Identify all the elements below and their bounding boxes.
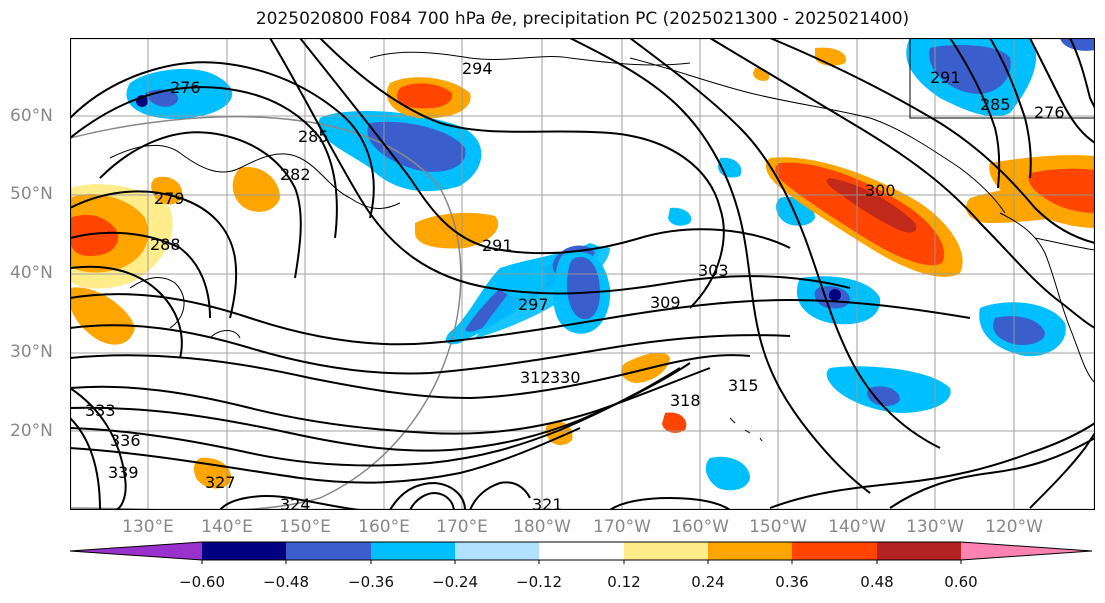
colorbar-swatch bbox=[961, 542, 1092, 560]
contour-label: 291 bbox=[930, 68, 961, 87]
contour-label: 282 bbox=[280, 165, 311, 184]
colorbar bbox=[69, 541, 1093, 564]
colorbar-tick: −0.36 bbox=[348, 573, 394, 591]
lon-label: 170°E bbox=[436, 517, 488, 537]
contour-label: 303 bbox=[698, 261, 729, 280]
lon-label: 120°W bbox=[985, 517, 1043, 537]
lat-label-30n: 30°N bbox=[10, 342, 53, 362]
graticule bbox=[70, 38, 1095, 510]
colorbar-tick: 0.60 bbox=[944, 573, 978, 591]
contour-label: 285 bbox=[980, 95, 1011, 114]
contour-label: 339 bbox=[108, 463, 139, 482]
colorbar-swatch bbox=[708, 542, 792, 560]
contour-labels: 294 276 285 282 279 288 291 297 303 309 … bbox=[85, 59, 1065, 510]
colorbar-swatch bbox=[539, 542, 624, 560]
contour-label: 324 bbox=[280, 495, 311, 510]
contour-label: 330 bbox=[550, 368, 581, 387]
colorbar-tick: −0.48 bbox=[263, 573, 309, 591]
lon-label: 150°W bbox=[749, 517, 807, 537]
contour-label: 291 bbox=[482, 236, 513, 255]
lon-label: 140°E bbox=[201, 517, 253, 537]
contour-label: 294 bbox=[462, 59, 493, 78]
colorbar-swatches bbox=[70, 542, 1092, 560]
lat-label-60n: 60°N bbox=[10, 106, 53, 126]
lon-label: 160°W bbox=[671, 517, 729, 537]
contour-label: 279 bbox=[154, 189, 185, 208]
lon-label: 130°E bbox=[122, 517, 174, 537]
lon-label: 160°E bbox=[358, 517, 410, 537]
colorbar-tick: 0.12 bbox=[607, 573, 641, 591]
coastlines bbox=[109, 38, 1095, 442]
lat-label-40n: 40°N bbox=[10, 263, 53, 283]
map-panel: 294 276 285 282 279 288 291 297 303 309 … bbox=[70, 38, 1095, 510]
colorbar-swatch bbox=[455, 542, 539, 560]
colorbar-swatch bbox=[877, 542, 961, 560]
contour-label: 321 bbox=[532, 495, 563, 510]
contour-label: 309 bbox=[650, 293, 681, 312]
contour-label: 336 bbox=[110, 431, 141, 450]
colorbar-swatch bbox=[70, 542, 202, 560]
lat-label-50n: 50°N bbox=[10, 184, 53, 204]
colorbar-swatch bbox=[371, 542, 455, 560]
colorbar-tick: −0.24 bbox=[432, 573, 478, 591]
colorbar-tick: −0.60 bbox=[179, 573, 225, 591]
colorbar-swatch bbox=[792, 542, 877, 560]
colorbar-swatch bbox=[286, 542, 371, 560]
colorbar-swatch bbox=[202, 542, 286, 560]
contour-label: 315 bbox=[728, 376, 759, 395]
contour-label: 318 bbox=[670, 391, 701, 410]
colorbar-swatch bbox=[624, 542, 708, 560]
contour-label: 327 bbox=[205, 473, 236, 492]
theta-e-contours bbox=[70, 38, 1095, 510]
precip-shading bbox=[70, 38, 1095, 491]
reference-circle bbox=[70, 115, 462, 510]
lon-label: 180°W bbox=[513, 517, 571, 537]
contour-label: 333 bbox=[85, 401, 116, 420]
contour-label: 288 bbox=[150, 235, 181, 254]
map-title: 2025020800 F084 700 hPa θe, precipitatio… bbox=[255, 9, 910, 29]
contour-label: 276 bbox=[170, 78, 201, 97]
lon-label: 170°W bbox=[593, 517, 651, 537]
lon-label: 130°W bbox=[906, 517, 964, 537]
lon-label: 140°W bbox=[828, 517, 886, 537]
contour-label: 276 bbox=[1034, 103, 1065, 122]
lat-label-20n: 20°N bbox=[10, 421, 53, 441]
colorbar-tick: 0.24 bbox=[691, 573, 725, 591]
contour-label: 312 bbox=[520, 368, 551, 387]
contour-label: 285 bbox=[298, 127, 329, 146]
colorbar-tick: 0.48 bbox=[860, 573, 894, 591]
colorbar-tick: −0.12 bbox=[516, 573, 562, 591]
lon-label: 150°E bbox=[279, 517, 331, 537]
contour-label: 300 bbox=[865, 181, 896, 200]
colorbar-tick: 0.36 bbox=[775, 573, 809, 591]
contour-label: 297 bbox=[518, 295, 549, 314]
